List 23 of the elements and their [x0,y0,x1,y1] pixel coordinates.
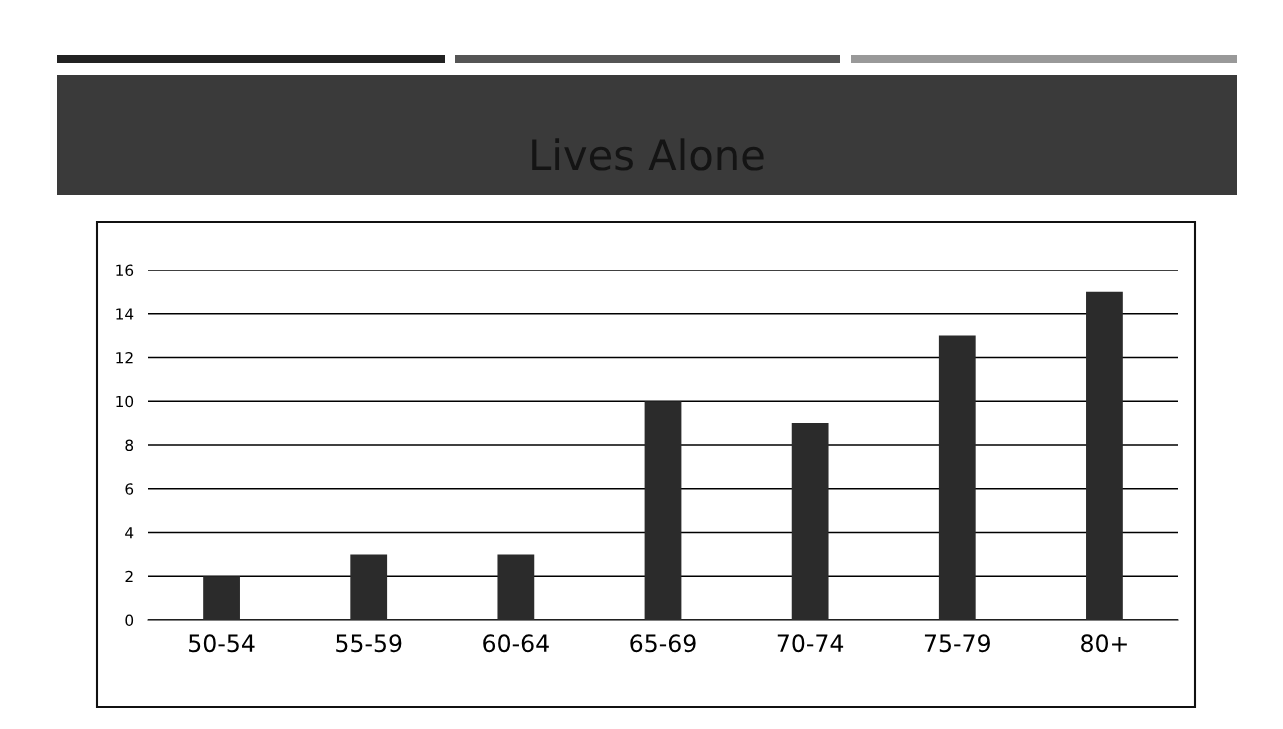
bar [497,554,535,620]
x-tick-label: 75-79 [924,634,990,653]
x-tick-label: 70-74 [777,634,844,653]
y-tick-label: 16 [116,264,134,277]
bar [350,554,388,620]
x-tick-label: 50-54 [189,634,255,653]
bar [203,576,240,620]
bar [791,423,829,620]
y-tick-label: 2 [125,570,133,583]
y-tick-label: 12 [116,351,133,364]
bar [1086,291,1123,620]
y-tick-label: 6 [125,483,134,495]
y-tick-label: 0 [125,614,134,627]
x-tick-label: 55-59 [336,634,402,653]
x-tick-label: 60-64 [483,634,549,653]
y-tick-label: 14 [116,308,134,320]
y-tick-label: 4 [125,527,134,539]
y-tick-label: 8 [125,439,134,452]
bar [644,401,682,620]
x-tick-label: 65-69 [630,634,696,653]
bar [938,335,976,620]
y-tick-label: 10 [116,395,134,408]
x-tick-label: 80+ [1081,634,1127,653]
